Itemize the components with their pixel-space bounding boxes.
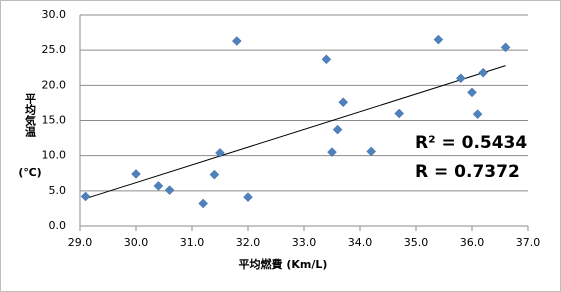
data-point — [198, 198, 209, 209]
data-point — [472, 109, 483, 120]
x-tick-label: 34.0 — [348, 236, 373, 249]
data-point — [327, 147, 337, 158]
data-point — [131, 169, 141, 179]
data-point — [209, 169, 220, 180]
x-tick-label: 31.0 — [180, 236, 205, 249]
data-point — [321, 54, 332, 65]
trendline — [85, 65, 506, 200]
data-point — [394, 108, 405, 119]
data-point — [500, 42, 511, 53]
data-point — [366, 146, 377, 157]
data-point — [332, 124, 343, 135]
data-point — [433, 34, 444, 45]
data-point — [164, 185, 175, 195]
x-tick-label: 37.0 — [516, 236, 541, 249]
x-tick-label: 35.0 — [404, 236, 429, 249]
y-tick-label: 20.0 — [42, 78, 67, 91]
y-tick-label: 25.0 — [42, 43, 67, 56]
data-point — [478, 67, 489, 78]
data-point — [455, 73, 466, 84]
data-point — [215, 147, 225, 158]
y-tick-label: 10.0 — [42, 149, 67, 162]
y-axis-unit: (℃) — [18, 166, 41, 179]
annotation: R² = 0.5434 — [415, 133, 527, 153]
y-axis-label: 平均気温 — [24, 93, 37, 138]
x-tick-label: 30.0 — [124, 236, 149, 249]
x-tick-label: 33.0 — [292, 236, 317, 249]
data-point — [338, 97, 349, 108]
y-tick-label: 30.0 — [42, 8, 67, 21]
annotation: R = 0.7372 — [415, 162, 520, 182]
y-tick-label: 0.0 — [49, 219, 67, 232]
data-point — [231, 36, 242, 46]
x-axis-label: 平均燃費 (Km/L) — [239, 257, 328, 271]
data-point — [153, 181, 164, 191]
x-tick-label: 29.0 — [68, 236, 93, 249]
y-tick-label: 15.0 — [42, 114, 67, 127]
data-point — [243, 192, 253, 203]
x-tick-label: 36.0 — [460, 236, 485, 249]
y-tick-label: 5.0 — [49, 184, 67, 197]
data-point — [80, 191, 91, 202]
x-tick-label: 32.0 — [236, 236, 261, 249]
data-point — [467, 87, 477, 98]
